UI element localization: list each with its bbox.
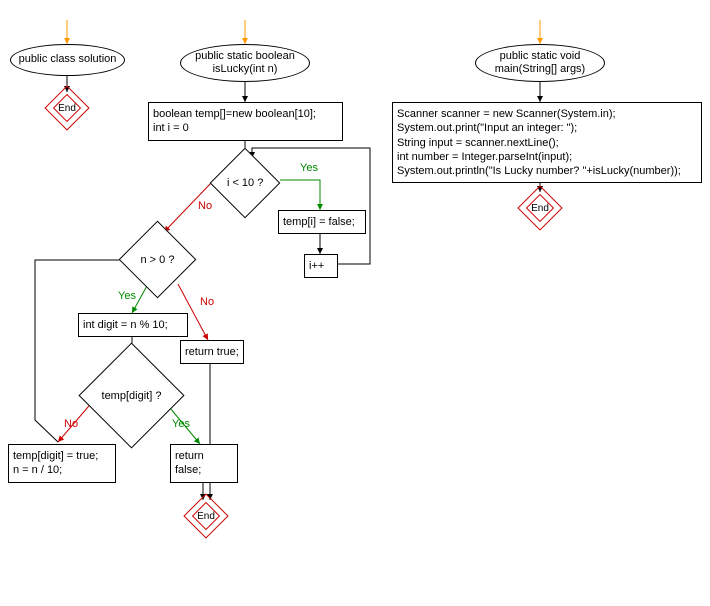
init-temp-node: boolean temp[]=new boolean[10]; int i = …: [148, 102, 343, 141]
return-false-node: return false;: [170, 444, 238, 483]
no-label: No: [64, 418, 78, 430]
no-label: No: [198, 200, 212, 212]
main-body-node: Scanner scanner = new Scanner(System.in)…: [392, 102, 702, 183]
digit-node: int digit = n % 10;: [78, 313, 188, 337]
yes-label: Yes: [118, 290, 136, 302]
set-temp-false-node: temp[i] = false;: [278, 210, 366, 234]
class-decl-node: public class solution: [10, 44, 125, 76]
code-line: int number = Integer.parseInt(input);: [397, 150, 697, 164]
code-line: Scanner scanner = new Scanner(System.in)…: [397, 107, 697, 121]
code-line: boolean temp[]=new boolean[10];: [153, 107, 338, 121]
code-line: System.out.print("Input an integer: ");: [397, 121, 697, 135]
update-temp-node: temp[digit] = true; n = n / 10;: [8, 444, 116, 483]
method-main-node: public static void main(String[] args): [475, 44, 605, 82]
code-line: n = n / 10;: [13, 463, 111, 477]
end-node: End: [524, 192, 556, 224]
code-line: temp[digit] = true;: [13, 449, 111, 463]
return-true-node: return true;: [180, 340, 244, 364]
flowchart-edges: [0, 0, 710, 606]
no-label: No: [200, 296, 214, 308]
code-line: System.out.println("Is Lucky number? "+i…: [397, 164, 697, 178]
method-islucky-node: public static boolean isLucky(int n): [180, 44, 310, 82]
code-line: String input = scanner.nextLine();: [397, 136, 697, 150]
yes-label: Yes: [172, 418, 190, 430]
yes-label: Yes: [300, 162, 318, 174]
incr-i-node: i++: [304, 254, 338, 278]
code-line: int i = 0: [153, 121, 338, 135]
end-node: End: [190, 500, 222, 532]
end-node: End: [51, 92, 83, 124]
